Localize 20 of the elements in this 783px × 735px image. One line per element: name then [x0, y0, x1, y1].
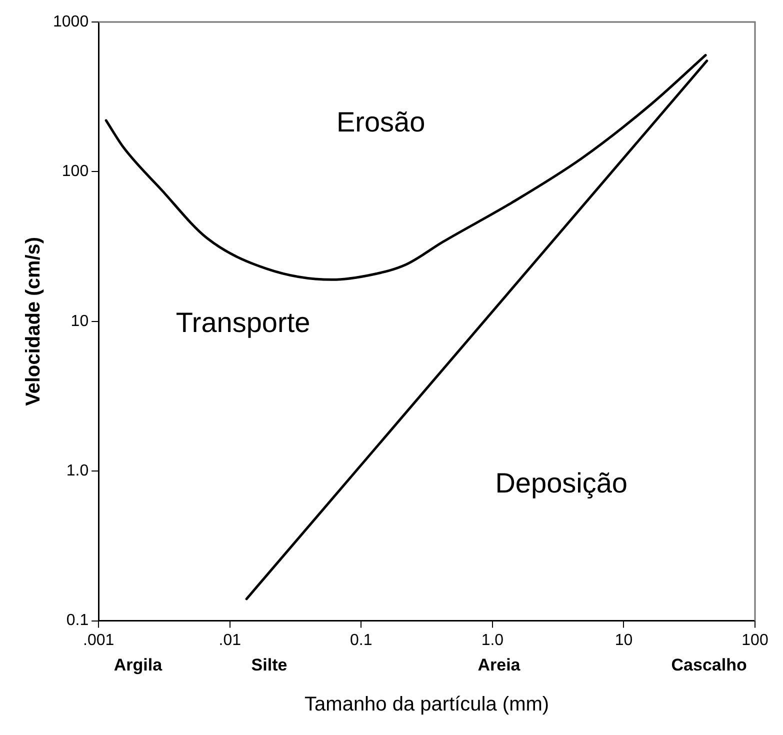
annotation: Deposição [495, 468, 628, 499]
y-tick-label: 10 [70, 312, 89, 330]
x-tick-label: .001 [83, 632, 114, 649]
text: Argila [114, 655, 163, 674]
y-tick-label: 100 [62, 163, 89, 180]
x-tick-label: .01 [218, 632, 242, 649]
x-axis-title: Tamanho da partícula (mm) [304, 694, 550, 716]
x-tick-label: 0.1 [350, 632, 372, 649]
text: Areia [478, 655, 521, 674]
y-tick-label: 1000 [53, 13, 89, 30]
x-tick-label: 10 [614, 632, 633, 649]
x-tick-label: 1.0 [481, 632, 504, 649]
x-tick-label: 100 [742, 632, 768, 649]
annotation: Erosão [336, 106, 426, 138]
text: Cascalho [671, 655, 747, 674]
y-axis-title: Velocidade (cm/s) [22, 236, 45, 406]
y-tick-label: 1.0 [66, 462, 89, 480]
text: Silte [251, 655, 288, 674]
annotation: Transporte [176, 307, 310, 338]
y-tick-label: 0.1 [66, 612, 89, 630]
